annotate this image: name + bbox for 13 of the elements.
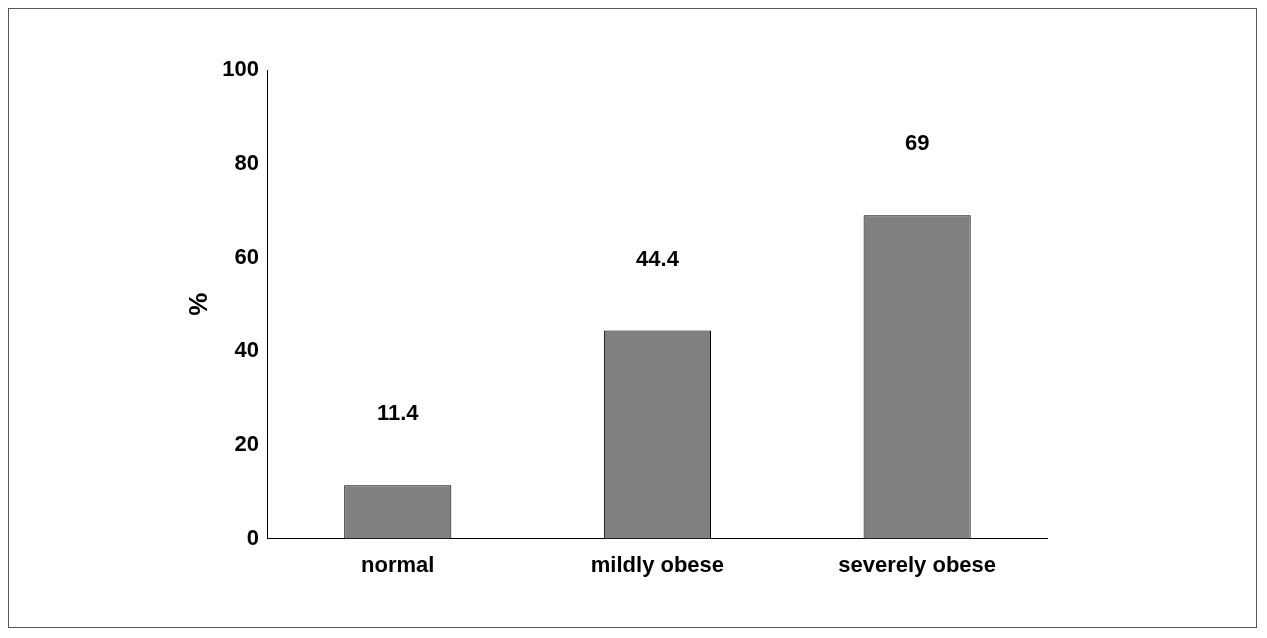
x-tick-label: mildly obese bbox=[590, 551, 725, 577]
data-label: 69 bbox=[904, 130, 930, 156]
y-tick-label: 80 bbox=[234, 149, 259, 175]
y-tick-label: 0 bbox=[246, 524, 259, 550]
y-axis-title: % bbox=[182, 292, 213, 316]
data-label: 11.4 bbox=[376, 400, 420, 426]
y-tick-label: 100 bbox=[222, 56, 259, 82]
y-tick-label: 40 bbox=[234, 337, 259, 363]
x-tick-label: normal bbox=[361, 551, 435, 577]
data-label: 44.4 bbox=[636, 245, 680, 271]
x-tick-label: severely obese bbox=[838, 551, 997, 577]
y-tick-label: 60 bbox=[234, 243, 259, 269]
y-tick-label: 20 bbox=[234, 430, 259, 456]
